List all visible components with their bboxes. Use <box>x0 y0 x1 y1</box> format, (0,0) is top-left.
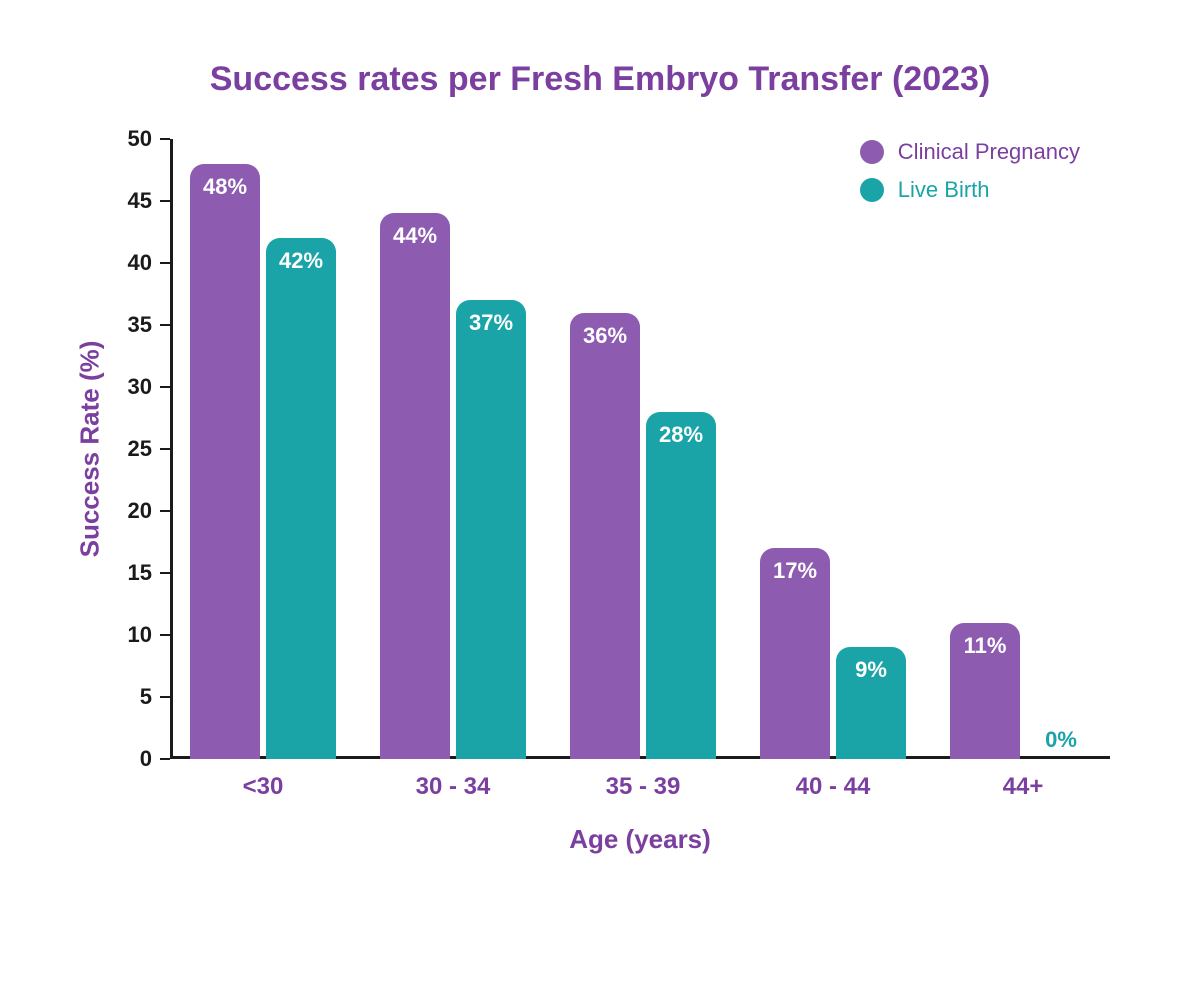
x-category-label: 44+ <box>950 759 1096 801</box>
bar-group: 44%37%30 - 34 <box>380 213 526 759</box>
bar-clinical-pregnancy: 11% <box>950 623 1020 759</box>
bar-value-label: 48% <box>190 174 260 200</box>
x-category-label: <30 <box>190 759 336 801</box>
bar-live-birth: 37% <box>456 300 526 759</box>
y-tick-label: 40 <box>110 250 170 276</box>
bar-value-label: 0% <box>1026 727 1096 759</box>
bars-area: 48%42%<3044%37%30 - 3436%28%35 - 3917%9%… <box>170 139 1110 759</box>
bar-value-label: 28% <box>646 422 716 448</box>
bar-value-label: 9% <box>836 657 906 683</box>
y-tick-label: 5 <box>110 684 170 710</box>
bar-value-label: 36% <box>570 323 640 349</box>
bar-value-label: 42% <box>266 248 336 274</box>
plot-region: Success Rate (%) Clinical Pregnancy Live… <box>170 139 1110 759</box>
bar-value-label: 11% <box>950 633 1020 659</box>
y-tick-label: 10 <box>110 622 170 648</box>
bar-clinical-pregnancy: 36% <box>570 313 640 759</box>
bar-group: 36%28%35 - 39 <box>570 313 716 759</box>
y-tick-label: 0 <box>110 746 170 772</box>
bar-value-label: 44% <box>380 223 450 249</box>
y-tick-label: 45 <box>110 188 170 214</box>
bar-clinical-pregnancy: 17% <box>760 548 830 759</box>
bar-value-label: 37% <box>456 310 526 336</box>
chart-title: Success rates per Fresh Embryo Transfer … <box>70 60 1130 99</box>
bar-value-label: 17% <box>760 558 830 584</box>
x-category-label: 30 - 34 <box>380 759 526 801</box>
bar-group: 17%9%40 - 44 <box>760 548 906 759</box>
bar-live-birth: 42% <box>266 238 336 759</box>
y-tick-label: 30 <box>110 374 170 400</box>
y-tick-label: 50 <box>110 126 170 152</box>
x-category-label: 40 - 44 <box>760 759 906 801</box>
x-category-label: 35 - 39 <box>570 759 716 801</box>
y-axis-title: Success Rate (%) <box>75 341 106 558</box>
bar-clinical-pregnancy: 48% <box>190 164 260 759</box>
bar-live-birth: 28% <box>646 412 716 759</box>
bar-live-birth: 9% <box>836 647 906 759</box>
bar-group: 48%42%<30 <box>190 164 336 759</box>
y-tick-label: 35 <box>110 312 170 338</box>
chart-container: Success rates per Fresh Embryo Transfer … <box>70 60 1130 940</box>
y-tick-label: 20 <box>110 498 170 524</box>
bar-clinical-pregnancy: 44% <box>380 213 450 759</box>
y-tick-label: 15 <box>110 560 170 586</box>
y-tick-label: 25 <box>110 436 170 462</box>
bar-group: 11%0%44+ <box>950 623 1096 759</box>
x-axis-title: Age (years) <box>170 824 1110 855</box>
